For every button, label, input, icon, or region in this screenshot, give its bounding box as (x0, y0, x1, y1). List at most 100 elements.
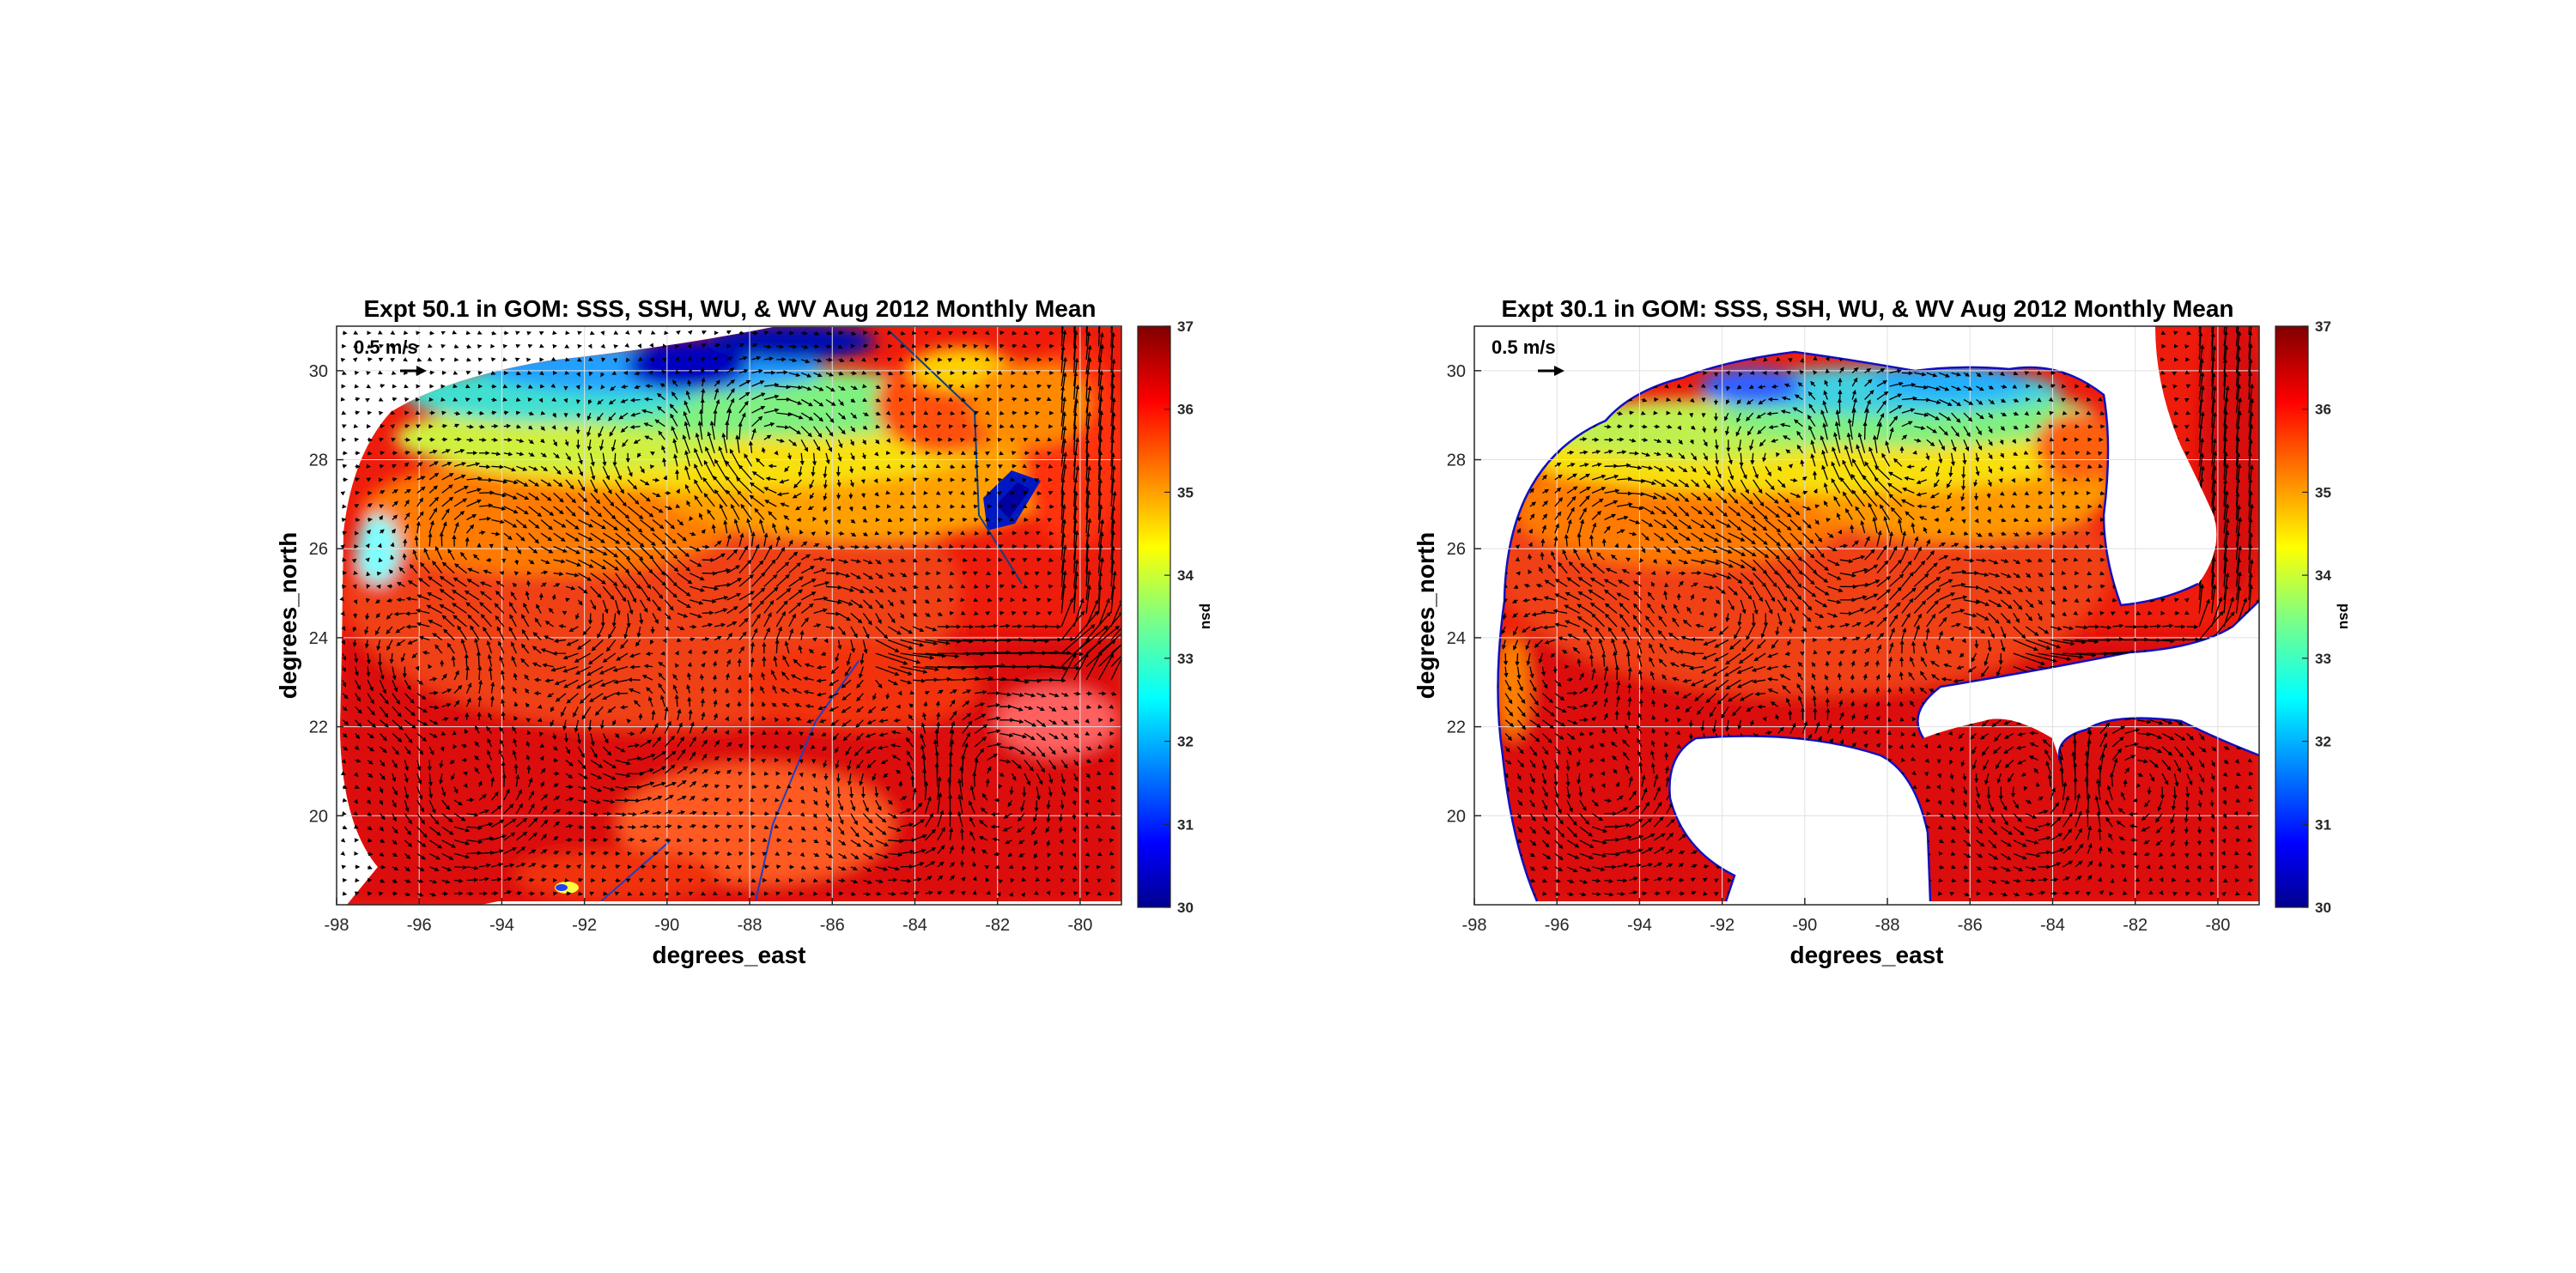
velocity-arrow (972, 543, 978, 549)
velocity-arrow (1504, 838, 1511, 843)
velocity-arrow (1677, 755, 1682, 761)
velocity-arrow (1703, 759, 1711, 766)
velocity-arrow (1480, 733, 1485, 736)
velocity-arrow (1480, 627, 1481, 629)
velocity-arrow (935, 464, 941, 469)
velocity-arrow (2074, 530, 2079, 536)
velocity-arrow (1629, 451, 1639, 456)
velocity-arrow (342, 797, 348, 803)
velocity-arrow (404, 611, 417, 616)
velocity-arrow (2063, 437, 2069, 442)
velocity-arrow (1109, 851, 1115, 856)
velocity-arrow (1577, 532, 1582, 547)
velocity-arrow (750, 758, 756, 763)
velocity-arrow (1839, 767, 1845, 774)
velocity-arrow (2211, 517, 2217, 547)
velocity-arrow (997, 518, 1003, 523)
velocity-arrow (354, 437, 360, 442)
velocity-arrow (491, 330, 497, 336)
velocity-arrow (340, 838, 346, 843)
velocity-arrow (2161, 557, 2167, 562)
velocity-arrow (1923, 743, 1929, 749)
velocity-arrow (377, 543, 382, 549)
velocity-arrow (2085, 531, 2091, 536)
velocity-arrow (1480, 694, 1485, 699)
velocity-arrow (390, 358, 396, 362)
velocity-arrow (1763, 613, 1769, 627)
velocity-arrow (2043, 726, 2051, 734)
chart-title: Expt 50.1 in GOM: SSS, SSH, WU, & WV Aug… (363, 295, 1096, 322)
velocity-arrow (1789, 878, 1796, 883)
velocity-arrow (466, 437, 474, 443)
velocity-arrow (1776, 891, 1782, 896)
velocity-arrow (1777, 838, 1783, 843)
velocity-arrow (911, 330, 917, 336)
velocity-arrow (2246, 811, 2252, 816)
x-tick-label: -84 (902, 916, 927, 935)
velocity-arrow (873, 330, 879, 335)
velocity-arrow (2111, 477, 2117, 482)
colorbar-tick-label: 36 (1177, 402, 1194, 418)
velocity-arrow (900, 384, 906, 389)
velocity-arrow (1012, 623, 1023, 629)
velocity-arrow (478, 464, 491, 470)
velocity-arrow (1850, 838, 1856, 842)
velocity-arrow (985, 356, 990, 361)
velocity-arrow (429, 690, 439, 695)
velocity-arrow (2135, 478, 2141, 483)
velocity-arrow (342, 464, 348, 469)
chart-left: Expt 50.1 in GOM: SSS, SSH, WU, & WV Aug… (275, 295, 1215, 968)
x-tick-label: -90 (654, 916, 679, 935)
velocity-arrow (2062, 477, 2068, 482)
velocity-arrow (1504, 878, 1511, 883)
velocity-arrow (2111, 491, 2117, 495)
velocity-arrow (440, 330, 447, 336)
velocity-arrow (675, 878, 681, 883)
velocity-arrow (502, 397, 508, 402)
velocity-arrow (476, 651, 482, 667)
velocity-arrow (959, 859, 965, 867)
velocity-arrow (1998, 478, 2003, 483)
velocity-arrow (1493, 787, 1497, 789)
velocity-arrow (2172, 891, 2178, 896)
velocity-arrow (1839, 797, 1847, 802)
velocity-arrow (1765, 785, 1782, 790)
velocity-arrow (961, 357, 966, 362)
velocity-arrow (2148, 876, 2154, 882)
velocity-arrow (1887, 877, 1893, 882)
velocity-arrow (1851, 783, 1859, 788)
velocity-arrow (2184, 518, 2190, 523)
velocity-arrow (985, 585, 991, 590)
velocity-arrow (2172, 864, 2176, 870)
velocity-arrow (2234, 784, 2240, 789)
velocity-arrow (1515, 653, 1520, 666)
velocity-arrow (1839, 781, 1846, 788)
velocity-arrow (2174, 597, 2179, 603)
velocity-arrow (514, 357, 520, 362)
velocity-arrow (367, 838, 373, 843)
velocity-arrow (1703, 772, 1711, 777)
velocity-arrow (2248, 744, 2254, 749)
velocity-arrow (922, 385, 928, 390)
velocity-arrow (1899, 744, 1904, 749)
velocity-arrow (2073, 476, 2078, 482)
velocity-arrow (390, 330, 396, 336)
velocity-arrow (2050, 679, 2063, 684)
velocity-arrow (1046, 385, 1052, 390)
velocity-arrow (2087, 676, 2105, 682)
velocity-arrow (788, 344, 798, 349)
velocity-arrow (478, 410, 485, 415)
velocity-arrow (1838, 852, 1844, 857)
velocity-arrow (987, 424, 993, 429)
velocity-arrow (987, 597, 993, 603)
velocity-arrow (1887, 717, 1893, 723)
velocity-arrow (565, 864, 572, 870)
velocity-arrow (962, 330, 968, 336)
velocity-arrow (1826, 809, 1832, 815)
velocity-arrow (911, 450, 916, 455)
velocity-arrow (2111, 597, 2117, 603)
velocity-arrow (937, 451, 943, 456)
velocity-arrow (1503, 653, 1509, 666)
velocity-arrow (1753, 851, 1760, 856)
velocity-arrow (860, 493, 866, 499)
